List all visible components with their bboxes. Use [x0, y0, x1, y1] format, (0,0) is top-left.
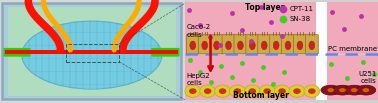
- Ellipse shape: [351, 88, 358, 92]
- Ellipse shape: [226, 41, 231, 50]
- Ellipse shape: [261, 41, 267, 50]
- Ellipse shape: [278, 88, 286, 94]
- Ellipse shape: [308, 88, 316, 94]
- FancyBboxPatch shape: [210, 35, 223, 54]
- Ellipse shape: [229, 85, 245, 97]
- Ellipse shape: [297, 41, 303, 50]
- FancyBboxPatch shape: [270, 35, 282, 54]
- Ellipse shape: [185, 85, 201, 97]
- Ellipse shape: [333, 85, 352, 95]
- Ellipse shape: [244, 85, 260, 97]
- FancyBboxPatch shape: [5, 50, 178, 54]
- Ellipse shape: [189, 88, 197, 94]
- Ellipse shape: [289, 85, 305, 97]
- Ellipse shape: [339, 88, 346, 92]
- Ellipse shape: [263, 88, 271, 94]
- FancyBboxPatch shape: [198, 35, 211, 54]
- Ellipse shape: [363, 88, 369, 92]
- FancyBboxPatch shape: [151, 48, 180, 57]
- FancyBboxPatch shape: [258, 35, 271, 54]
- FancyBboxPatch shape: [246, 35, 259, 54]
- Ellipse shape: [204, 88, 211, 94]
- FancyBboxPatch shape: [293, 35, 306, 54]
- Text: PC membrane: PC membrane: [328, 46, 377, 52]
- FancyBboxPatch shape: [185, 55, 316, 100]
- FancyBboxPatch shape: [2, 3, 181, 99]
- Ellipse shape: [215, 85, 231, 97]
- Ellipse shape: [274, 85, 290, 97]
- FancyBboxPatch shape: [222, 35, 235, 54]
- FancyBboxPatch shape: [8, 7, 176, 96]
- Ellipse shape: [273, 41, 279, 50]
- Text: CPT-11: CPT-11: [290, 6, 313, 12]
- FancyBboxPatch shape: [327, 2, 378, 54]
- FancyBboxPatch shape: [305, 35, 318, 54]
- FancyBboxPatch shape: [282, 35, 294, 54]
- Ellipse shape: [304, 85, 320, 97]
- Ellipse shape: [219, 88, 226, 94]
- FancyBboxPatch shape: [185, 2, 316, 54]
- Ellipse shape: [190, 41, 196, 50]
- Ellipse shape: [327, 88, 334, 92]
- Ellipse shape: [200, 85, 215, 97]
- FancyBboxPatch shape: [185, 0, 378, 103]
- Ellipse shape: [237, 41, 243, 50]
- Ellipse shape: [344, 85, 364, 95]
- Text: HepG2
cells: HepG2 cells: [186, 73, 210, 86]
- Ellipse shape: [214, 41, 220, 50]
- Ellipse shape: [356, 85, 376, 95]
- Ellipse shape: [234, 88, 241, 94]
- Text: Bottom layer: Bottom layer: [233, 91, 289, 100]
- Ellipse shape: [259, 85, 275, 97]
- FancyBboxPatch shape: [327, 55, 378, 100]
- FancyBboxPatch shape: [186, 35, 199, 54]
- FancyBboxPatch shape: [316, 2, 327, 100]
- Text: SN-38: SN-38: [290, 16, 311, 22]
- FancyBboxPatch shape: [234, 35, 247, 54]
- Text: U251
cells: U251 cells: [358, 70, 377, 84]
- Ellipse shape: [321, 85, 341, 95]
- Ellipse shape: [249, 41, 255, 50]
- Text: Top layer: Top layer: [245, 3, 284, 12]
- Ellipse shape: [22, 21, 162, 89]
- Text: Caco-2
cells: Caco-2 cells: [186, 24, 211, 38]
- Ellipse shape: [202, 41, 208, 50]
- Ellipse shape: [293, 88, 301, 94]
- Ellipse shape: [309, 41, 315, 50]
- Ellipse shape: [285, 41, 291, 50]
- FancyBboxPatch shape: [3, 48, 31, 57]
- Ellipse shape: [249, 88, 256, 94]
